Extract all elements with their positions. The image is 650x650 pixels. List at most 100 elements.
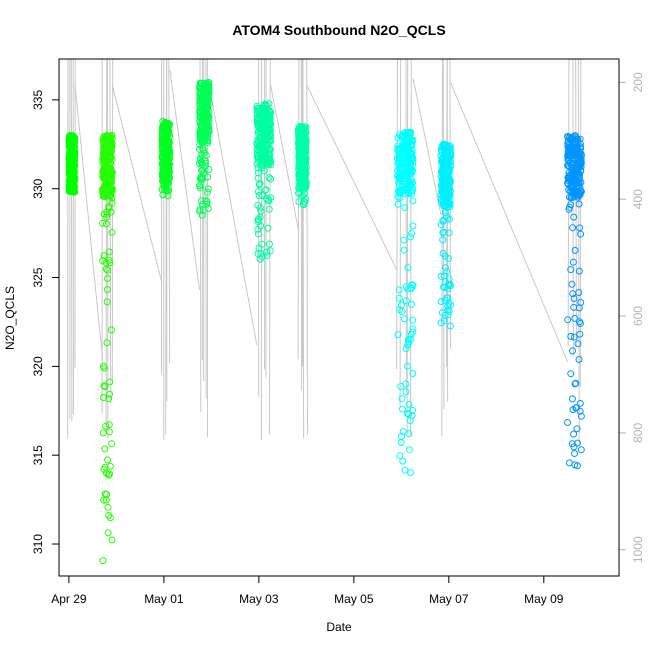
profile-line (579, 58, 582, 387)
data-point (104, 275, 111, 282)
data-point (396, 154, 404, 162)
y2-tick-label: 200 (631, 72, 645, 92)
y-tick-label: 335 (31, 90, 45, 110)
data-point (445, 215, 453, 223)
y2-tick-label: 400 (631, 189, 645, 209)
data-point (447, 301, 455, 309)
data-point (202, 115, 210, 123)
data-point (105, 184, 113, 192)
data-point (258, 112, 266, 120)
data-point (102, 220, 110, 228)
data-point (65, 158, 73, 166)
x-tick-label: May 09 (524, 592, 564, 606)
data-point (159, 191, 167, 199)
data-point (205, 128, 212, 135)
transit-line (412, 78, 442, 215)
data-point (569, 258, 577, 266)
data-point (108, 228, 116, 236)
data-point (400, 150, 408, 158)
data-point (294, 128, 302, 136)
data-point (108, 536, 116, 544)
data-point (197, 180, 205, 188)
data-point (568, 440, 576, 448)
data-point (105, 421, 113, 429)
data-point (396, 452, 404, 460)
data-point (567, 266, 575, 274)
data-point (398, 395, 406, 403)
data-point (67, 152, 75, 160)
data-point (100, 394, 107, 401)
data-point (442, 169, 450, 177)
data-point (396, 175, 404, 182)
transit-line (208, 86, 258, 346)
data-point (256, 125, 264, 133)
data-point (255, 104, 263, 112)
data-point (444, 285, 452, 293)
data-point (438, 142, 446, 150)
data-point (404, 341, 412, 349)
data-point (437, 221, 445, 229)
data-point (440, 283, 448, 291)
data-point (103, 339, 111, 347)
data-point (576, 407, 584, 415)
data-point (202, 159, 210, 167)
data-point (196, 104, 204, 112)
data-point (265, 205, 273, 213)
y2-tick-label: 600 (631, 306, 645, 326)
data-point (399, 457, 407, 465)
data-point (570, 188, 578, 196)
data-point (103, 298, 111, 306)
data-point (577, 167, 585, 175)
data-point (576, 224, 584, 232)
data-point (104, 503, 112, 511)
data-point (106, 151, 114, 159)
data-point (108, 143, 116, 151)
data-point (202, 197, 210, 205)
data-point (406, 417, 414, 425)
x-tick-label: Apr 29 (51, 592, 87, 606)
data-point (400, 146, 408, 153)
data-point (108, 440, 116, 448)
data-point (437, 152, 445, 159)
y-tick-label: 330 (31, 178, 45, 198)
data-point (401, 160, 409, 168)
data-point (68, 151, 76, 159)
data-point (445, 275, 453, 283)
data-point (104, 266, 112, 274)
data-point (254, 127, 262, 135)
data-point (569, 290, 577, 298)
data-point (572, 379, 580, 387)
data-point (570, 213, 578, 221)
data-point (437, 319, 445, 327)
data-point (569, 224, 577, 232)
data-point (265, 100, 273, 108)
data-point (404, 285, 412, 293)
data-point (100, 362, 107, 370)
data-point (102, 182, 110, 190)
data-point (569, 151, 577, 159)
data-point (255, 141, 263, 149)
data-point (198, 173, 206, 181)
data-point (266, 144, 274, 152)
data-point (100, 496, 108, 504)
data-point (445, 307, 453, 315)
data-point (401, 165, 409, 173)
x-tick-label: May 01 (144, 592, 184, 606)
data-point (102, 265, 110, 273)
data-point (395, 187, 403, 195)
x-axis: Apr 29 May 01 May 03 May 05 May 07 May 09 (51, 575, 564, 606)
data-point (106, 390, 113, 398)
data-point (255, 181, 263, 189)
data-point (439, 217, 447, 225)
data-point (576, 320, 584, 327)
data-point (253, 102, 261, 110)
data-point (196, 89, 204, 97)
data-point (295, 141, 303, 149)
data-point (256, 180, 264, 188)
data-point (264, 224, 272, 232)
data-point (255, 192, 263, 199)
transit-line (270, 85, 299, 231)
data-point (261, 186, 269, 194)
data-point (267, 175, 274, 183)
secondary-y-axis: 200 400 600 800 1000 (619, 72, 645, 563)
